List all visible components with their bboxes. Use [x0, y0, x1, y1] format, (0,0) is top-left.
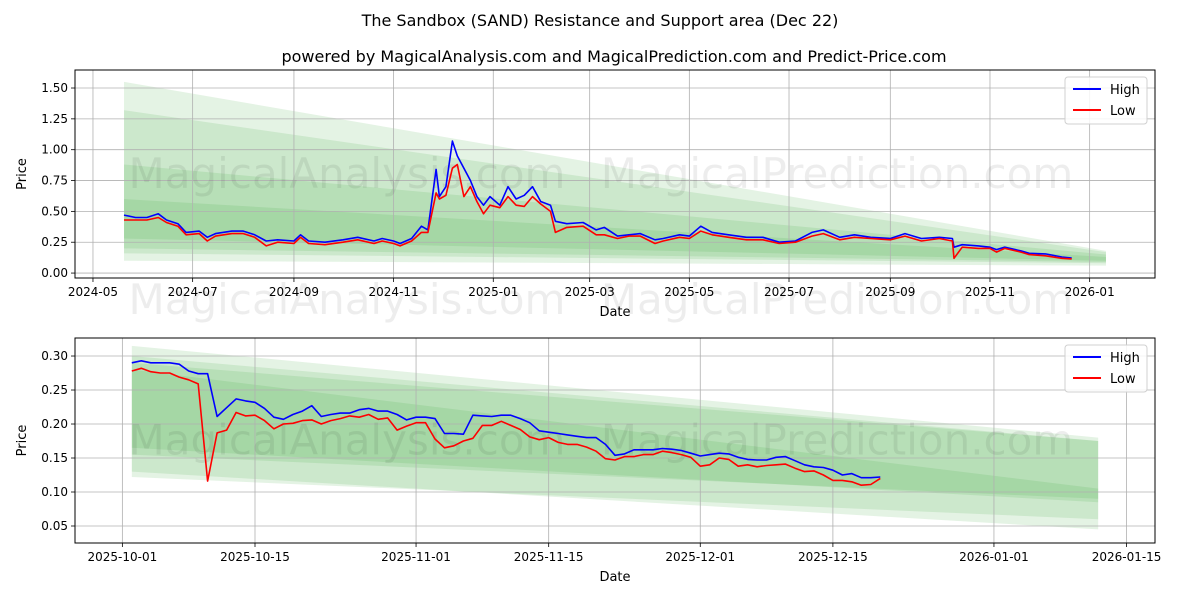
- x-tick-label: 2024-09: [269, 285, 319, 299]
- x-tick-label: 2025-05: [664, 285, 714, 299]
- x-tick-label: 2025-12-01: [665, 550, 735, 564]
- support-resistance-band: [124, 81, 1106, 266]
- watermark: MagicalAnalysis.com: [129, 149, 566, 198]
- chart-subtitle: powered by MagicalAnalysis.com and Magic…: [281, 47, 946, 66]
- y-tick-label: 1.25: [41, 112, 68, 126]
- x-axis-label: Date: [599, 570, 630, 585]
- x-tick-label: 2024-11: [369, 285, 419, 299]
- x-tick-label: 2025-11: [965, 285, 1015, 299]
- support-resistance-band: [124, 110, 1106, 264]
- legend-label-high: High: [1110, 351, 1140, 366]
- legend-label-low: Low: [1110, 104, 1136, 119]
- y-axis-label: Price: [15, 425, 30, 457]
- x-tick-label: 2025-11-15: [514, 550, 584, 564]
- y-axis-label: Price: [15, 158, 30, 190]
- y-tick-label: 0.15: [41, 451, 68, 465]
- y-tick-label: 0.25: [41, 235, 68, 249]
- x-tick-label: 2025-01: [468, 285, 518, 299]
- x-axis-label: Date: [599, 305, 630, 320]
- x-tick-label: 2024-05: [68, 285, 118, 299]
- legend-label-high: High: [1110, 83, 1140, 98]
- watermark: MagicalAnalysis.com: [129, 416, 566, 465]
- series-line-low: [131, 367, 881, 487]
- watermark: MagicalAnalysis.com: [129, 275, 566, 324]
- y-tick-label: 1.50: [41, 81, 68, 95]
- y-tick-label: 0.30: [41, 349, 68, 363]
- x-tick-label: 2025-09: [865, 285, 915, 299]
- support-resistance-band: [131, 369, 1099, 499]
- y-tick-label: 0.75: [41, 174, 68, 188]
- x-tick-label: 2025-10-01: [87, 550, 157, 564]
- x-tick-label: 2025-07: [764, 285, 814, 299]
- watermark: MagicalPrediction.com: [601, 275, 1074, 324]
- x-tick-label: 2026-01: [1065, 285, 1115, 299]
- support-resistance-band: [131, 356, 1099, 530]
- x-tick-label: 2026-01-01: [959, 550, 1029, 564]
- plot-frame: [74, 337, 1156, 544]
- series-line-low: [124, 163, 1072, 260]
- x-tick-label: 2025-12-15: [798, 550, 868, 564]
- x-tick-label: 2025-10-15: [220, 550, 290, 564]
- x-tick-label: 2025-03: [565, 285, 615, 299]
- series-line-high: [131, 359, 881, 479]
- watermark: MagicalPrediction.com: [601, 149, 1074, 198]
- y-tick-label: 0.20: [41, 417, 68, 431]
- series-line-high: [123, 140, 1072, 259]
- support-resistance-band: [124, 199, 1106, 261]
- bottom-chart: 2025-10-01 2025-10-15 2025-11-01 2025-11-15…: [15, 337, 1162, 585]
- watermark: MagicalPrediction.com: [601, 416, 1074, 465]
- y-tick-label: 0.10: [41, 485, 68, 499]
- x-tick-label: 2026-01-15: [1092, 550, 1162, 564]
- chart-title: The Sandbox (SAND) Resistance and Suppor…: [361, 11, 839, 30]
- y-tick-label: 0.05: [41, 519, 68, 533]
- x-tick-label: 2025-11-01: [381, 550, 451, 564]
- plot-frame: [74, 69, 1156, 279]
- y-tick-label: 0.00: [41, 266, 68, 280]
- support-resistance-band: [131, 362, 1099, 503]
- y-tick-label: 0.25: [41, 383, 68, 397]
- top-chart: 2024-05 2024-07 2024-09 2024-11 2025-01 2025-…: [15, 69, 1156, 324]
- y-tick-label: 1.00: [41, 143, 68, 157]
- y-tick-label: 0.50: [41, 204, 68, 218]
- x-tick-label: 2024-07: [168, 285, 218, 299]
- legend-label-low: Low: [1110, 372, 1136, 387]
